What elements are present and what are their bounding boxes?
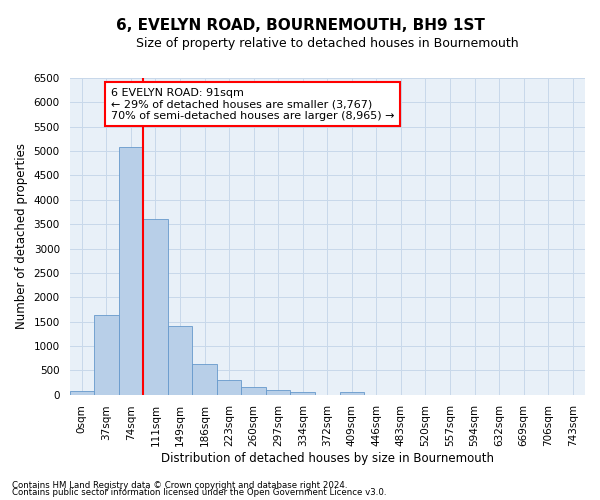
X-axis label: Distribution of detached houses by size in Bournemouth: Distribution of detached houses by size … — [161, 452, 494, 465]
Title: Size of property relative to detached houses in Bournemouth: Size of property relative to detached ho… — [136, 38, 518, 51]
Bar — [192, 364, 217, 394]
Text: 6 EVELYN ROAD: 91sqm
← 29% of detached houses are smaller (3,767)
70% of semi-de: 6 EVELYN ROAD: 91sqm ← 29% of detached h… — [111, 88, 394, 121]
Text: Contains HM Land Registry data © Crown copyright and database right 2024.: Contains HM Land Registry data © Crown c… — [12, 480, 347, 490]
Bar — [241, 388, 266, 394]
Bar — [143, 220, 168, 394]
Text: Contains public sector information licensed under the Open Government Licence v3: Contains public sector information licen… — [12, 488, 386, 497]
Bar — [266, 390, 290, 394]
Text: 6, EVELYN ROAD, BOURNEMOUTH, BH9 1ST: 6, EVELYN ROAD, BOURNEMOUTH, BH9 1ST — [116, 18, 484, 32]
Bar — [70, 391, 94, 394]
Bar — [119, 147, 143, 394]
Bar — [290, 392, 315, 394]
Y-axis label: Number of detached properties: Number of detached properties — [15, 144, 28, 330]
Bar — [168, 326, 192, 394]
Bar — [340, 392, 364, 394]
Bar — [217, 380, 241, 394]
Bar — [94, 314, 119, 394]
